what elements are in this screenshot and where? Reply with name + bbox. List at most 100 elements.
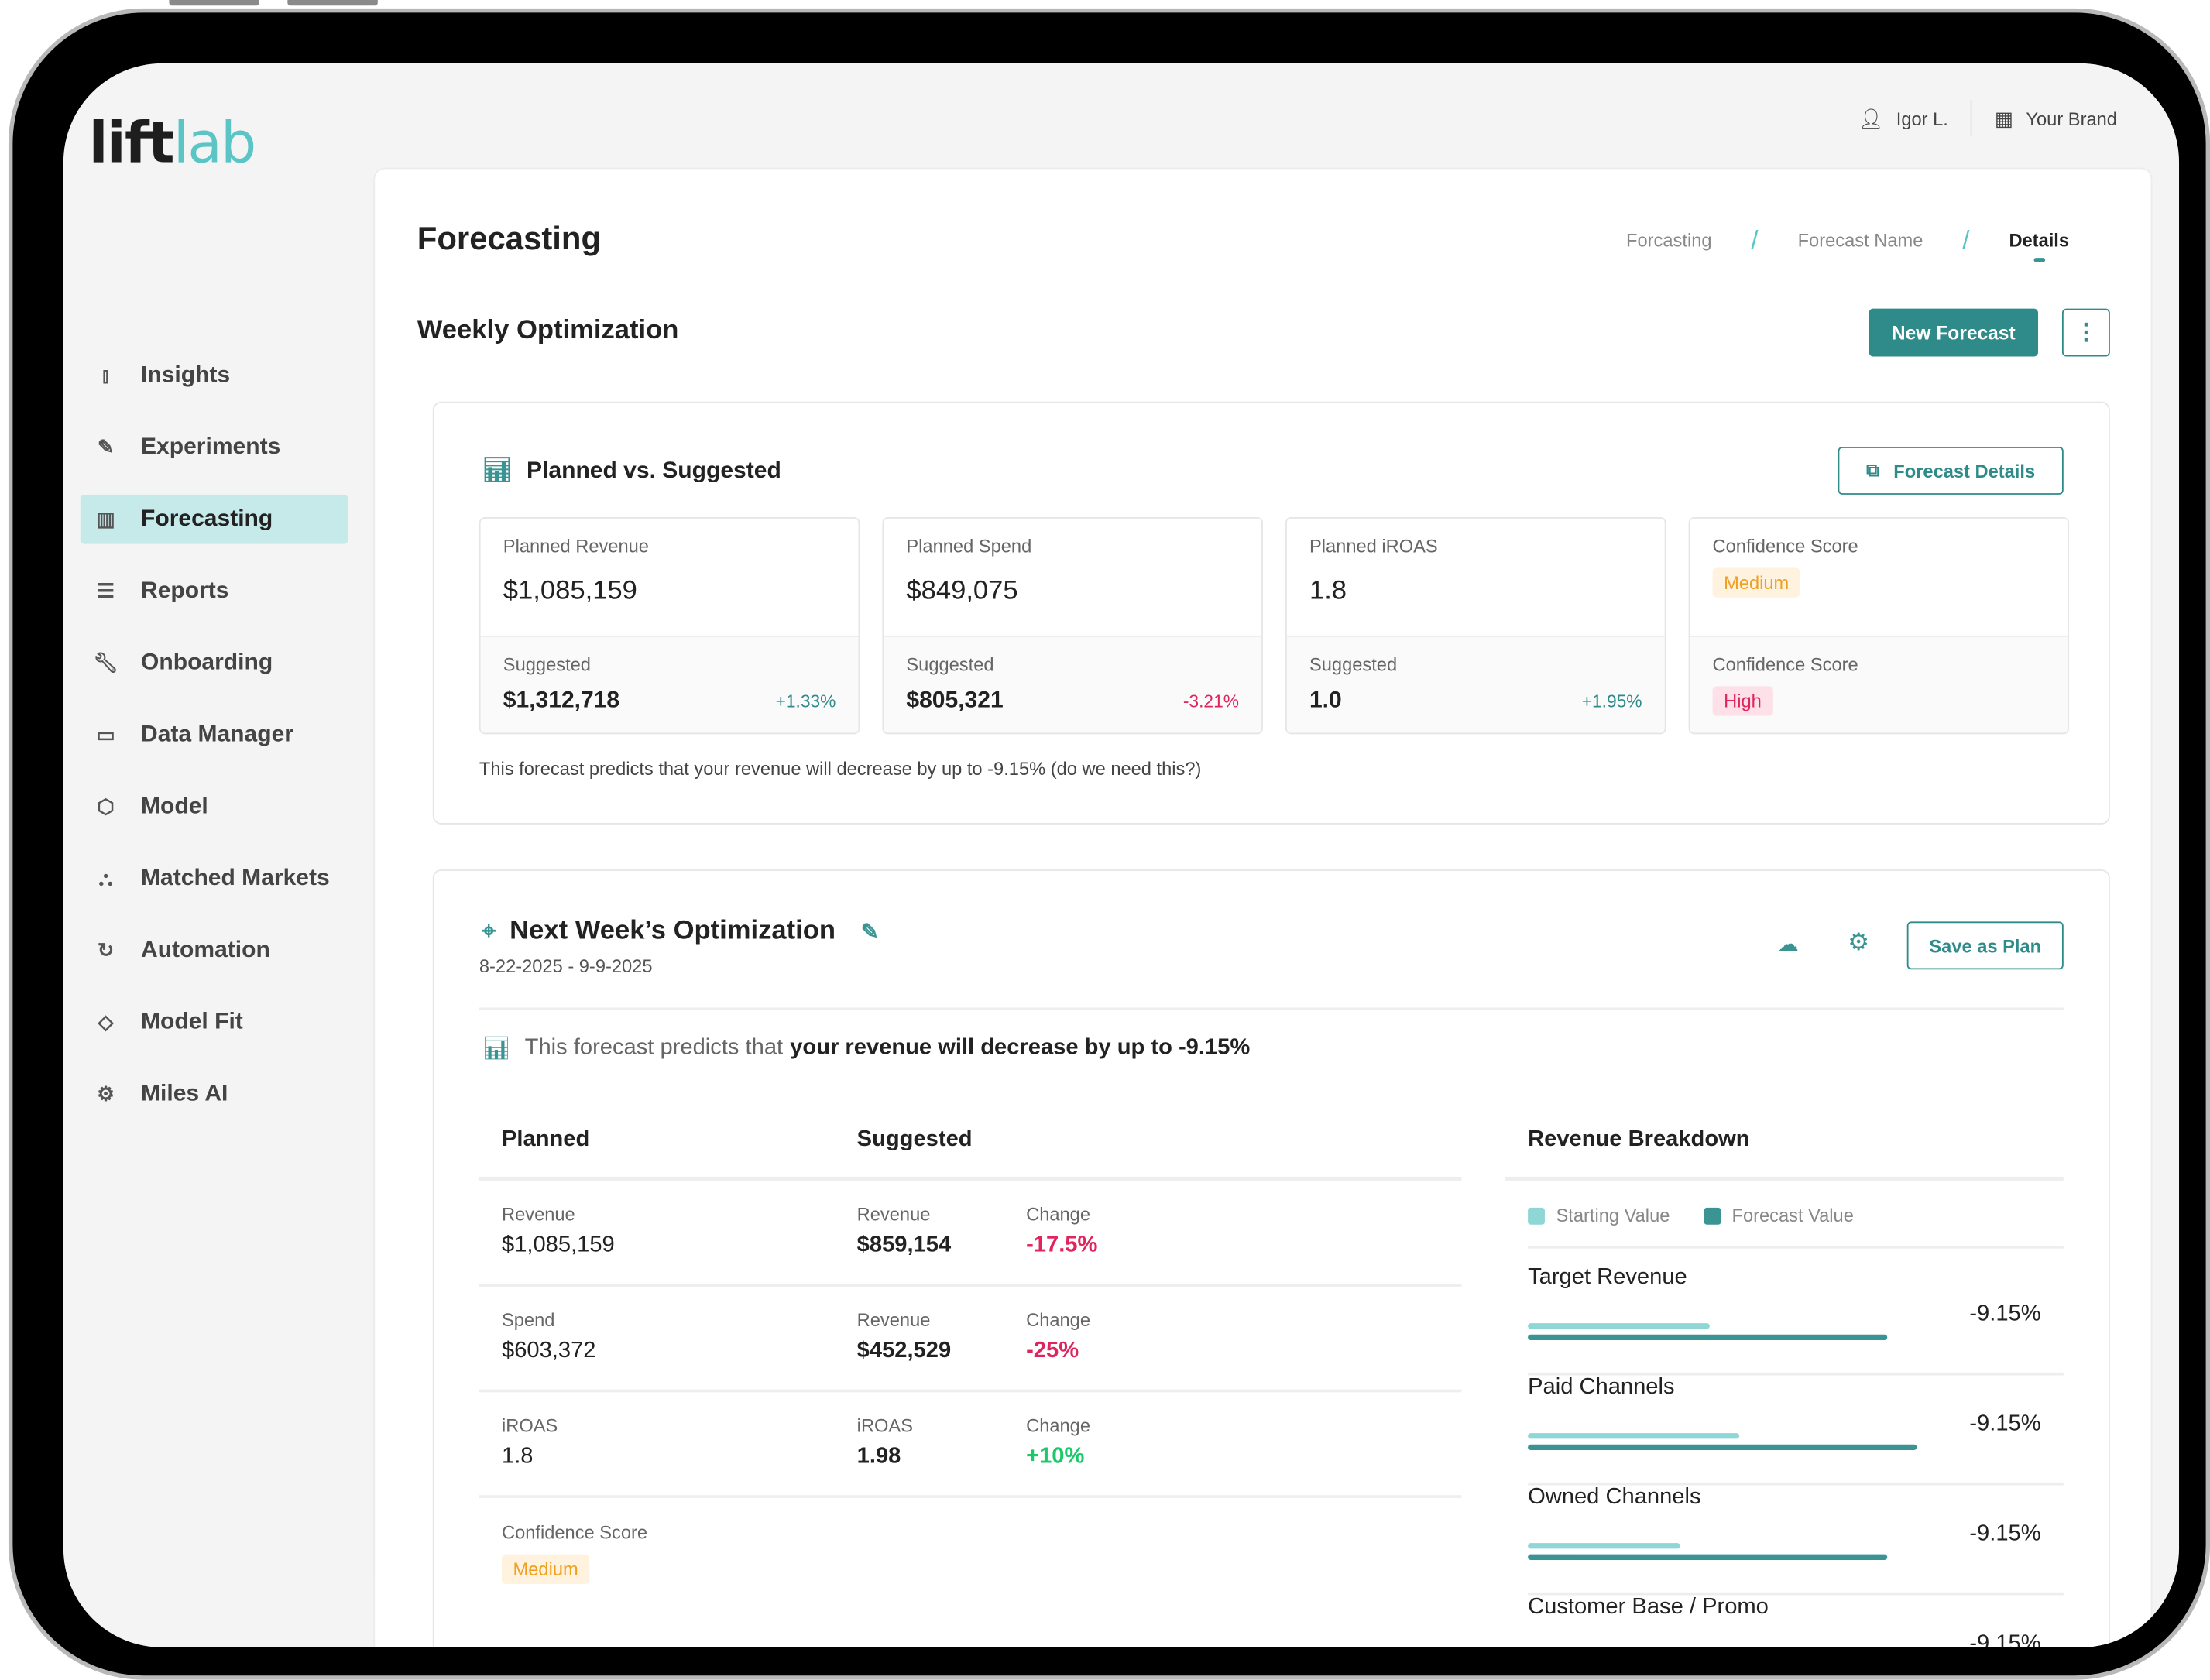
sidebar-item-forecasting[interactable]: ▥ Forecasting [80,494,348,544]
building-icon: ▦ [1994,106,2014,129]
stats-row: Planned Revenue $1,085,159 Suggested $1,312… [479,517,2070,735]
metric-row: iROAS 1.8 iROAS 1.98 Change +10% [479,1392,1462,1498]
breadcrumb-details[interactable]: Details [2009,229,2070,262]
next-week-optimization-card: ⌖ Next Week’s Optimization ✎ 8-22-2025 - 9… [432,869,2110,1647]
stat-value: 1.8 [1309,576,1347,606]
brand-menu[interactable]: Your Brand [2026,108,2117,129]
confidence-badge: Medium [1712,567,1800,598]
forecast-note: This forecast predicts that your revenue… [479,758,1202,780]
suggested-header: Suggested [856,1127,973,1152]
map-icon: ▥ [96,507,115,530]
suggested-value: $1,312,718 [503,687,620,714]
screen: liftlab ⫾ Insights ✎ Experiments ▥ Forecastin… [63,63,2180,1647]
sidebar-item-label: Data Manager [141,721,293,747]
stat-value: $1,085,159 [503,576,637,606]
breakdown-percent: -9.15% [1969,1411,2041,1436]
date-range: 8-22-2025 - 9-9-2025 [479,955,653,977]
sidebar-item-experiments[interactable]: ✎ Experiments [81,423,348,472]
save-as-plan-button[interactable]: Save as Plan [1906,921,2064,970]
confidence-badge: High [1712,686,1773,716]
forecast-value-bar [1528,1554,1888,1560]
edit-icon[interactable]: ✎ [860,920,879,945]
target-icon: ⌖ [482,917,496,945]
bar-chart-icon: ⫾ [102,363,109,386]
suggested-value: 1.0 [1309,687,1342,714]
confidence-cell: Confidence Score Medium [501,1522,647,1584]
sidebar-item-onboarding[interactable]: 🔧︎ Onboarding [81,639,348,688]
test-tube-icon: ✎ [97,435,115,458]
stat-card: Planned Spend $849,075 Suggested $805,321 -3… [882,517,1263,735]
sidebar-item-miles-ai[interactable]: ⚙ Miles AI [81,1070,348,1119]
breadcrumb-forecast-name[interactable]: Forecast Name [1797,229,1923,251]
sidebar-item-data-manager[interactable]: ▭ Data Manager [81,710,348,759]
breadcrumb: Forcasting / Forecast Name / Details [1626,225,2070,262]
sidebar-item-label: Insights [141,362,231,388]
sidebar-item-model[interactable]: ⬡ Model [81,782,348,831]
section-title: Weekly Optimization [417,315,679,345]
starting-value-bar [1528,1543,1680,1549]
hardware-button [169,0,259,6]
confidence-card: Confidence Score Medium Confidence Score Hi… [1688,517,2070,735]
planned-vs-suggested-card: 📊︎ Planned vs. Suggested ⧉ Forecast Detail… [432,401,2110,825]
breakdown-row: Customer Base / Promo -9.15% [1528,1595,2064,1647]
forecast-value-bar [1528,1444,1917,1450]
change-value: +1.33% [775,691,836,711]
sidebar-item-matched-markets[interactable]: ⛬ Matched Markets [81,854,348,903]
starting-value-bar [1528,1323,1710,1329]
breakdown-row: Paid Channels -9.15% [1528,1376,2064,1486]
sidebar-nav: ⫾ Insights ✎ Experiments ▥ Forecasting ☰ Report… [80,351,348,1141]
sidebar-item-label: Matched Markets [141,865,330,891]
sidebar-item-label: Onboarding [141,650,273,675]
sidebar-item-automation[interactable]: ↻ Automation [81,926,348,975]
user-icon: 👤︎ [1858,106,1884,129]
sidebar-item-label: Miles AI [141,1081,228,1106]
change-value: +1.95% [1581,691,1642,711]
user-menu[interactable]: Igor L. [1896,108,1948,129]
legend-swatch-starting [1528,1207,1545,1224]
sidebar-item-model-fit[interactable]: ◇ Model Fit [81,998,348,1047]
list-icon: ☰ [97,579,115,602]
starting-value-bar [1528,1433,1740,1439]
hexagon-icon: ⬡ [97,794,115,818]
inbox-icon: ▭ [96,722,115,746]
chart-line-icon: ⧉ [1866,459,1880,481]
confidence-badge: Medium [501,1554,590,1584]
chart-icon: 📊︎ [482,456,513,484]
sidebar-item-reports[interactable]: ☰ Reports [81,567,348,616]
chart-icon: 📊︎ [482,1037,511,1061]
nodes-icon: ⛬ [98,866,113,890]
stat-card: Planned iROAS 1.8 Suggested 1.0 +1.95% [1285,517,1666,735]
device-frame: liftlab ⫾ Insights ✎ Experiments ▥ Forecastin… [8,8,2210,1680]
legend-swatch-forecast [1704,1207,1721,1224]
more-options-button[interactable]: ⋮ [2061,308,2110,357]
sidebar-item-label: Forecasting [141,506,273,532]
breadcrumb-forecasting[interactable]: Forcasting [1626,229,1712,251]
breakdown-title: Revenue Breakdown [1528,1127,1750,1152]
forecast-details-button[interactable]: ⧉ Forecast Details [1838,447,2064,495]
card-title: Next Week’s Optimization [510,916,836,946]
refresh-icon: ↻ [97,938,115,962]
stat-value: $849,075 [906,576,1018,606]
liftlab-logo[interactable]: liftlab [88,111,257,177]
breakdown-percent: -9.15% [1969,1631,2041,1647]
new-forecast-button[interactable]: New Forecast [1869,308,2039,357]
hardware-button [287,0,378,6]
chip-icon: ⚙ [97,1082,115,1106]
cloud-upload-icon[interactable]: ☁ [1777,932,1799,957]
metric-row: Spend $603,372 Revenue $452,529 Change -25% [479,1287,1462,1393]
sidebar-item-insights[interactable]: ⫾ Insights [81,351,348,400]
forecast-value-bar [1528,1334,1888,1341]
top-bar: 👤︎ Igor L. ▦ Your Brand [1858,100,2117,137]
sidebar-item-label: Model Fit [141,1009,243,1035]
stat-card: Planned Revenue $1,085,159 Suggested $1,312… [479,517,860,735]
sidebar-item-label: Experiments [141,434,281,460]
change-value: -3.21% [1182,691,1239,711]
breakdown-percent: -9.15% [1969,1521,2041,1546]
sidebar-item-label: Model [141,793,208,819]
card-title: Planned vs. Suggested [527,457,781,483]
breakdown-percent: -9.15% [1969,1301,2041,1326]
suggested-value: $805,321 [906,687,1004,714]
settings-icon[interactable]: ⚙ [1848,928,1870,956]
sidebar-item-label: Reports [141,578,229,604]
